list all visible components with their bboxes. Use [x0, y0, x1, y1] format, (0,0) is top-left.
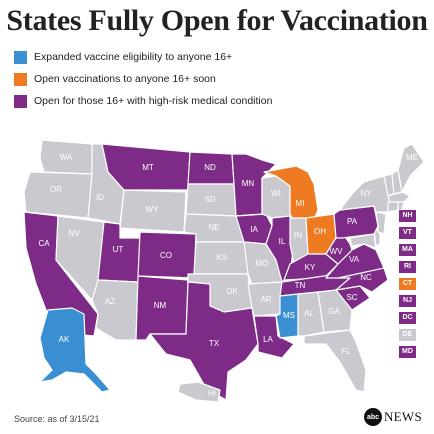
legend-swatch-blue — [14, 50, 27, 64]
small-state-box-vt: VT — [399, 227, 416, 239]
state-label: WV — [330, 247, 344, 256]
map-title: States Fully Open for Vaccination — [6, 4, 428, 37]
state-label: NV — [68, 229, 80, 238]
abc-logo-text: NEWS — [383, 409, 422, 424]
state-label: OH — [314, 227, 326, 236]
state-nc — [335, 267, 389, 293]
state-label: HI — [208, 389, 216, 398]
state-label: MT — [142, 163, 154, 172]
state-label: ME — [406, 153, 418, 162]
abc-logo-mark: abc — [363, 408, 382, 426]
state-label: SD — [204, 195, 215, 204]
small-state-box-ma: MA — [399, 244, 416, 256]
state-label: OR — [50, 185, 62, 194]
state-az — [91, 279, 139, 341]
state-label: FL — [341, 347, 351, 356]
abc-news-logo: abc NEWS — [363, 408, 422, 426]
legend-label: Open vaccinations to anyone 16+ soon — [34, 73, 216, 85]
state-label: AL — [304, 309, 314, 318]
small-state-box-de: DE — [399, 329, 416, 341]
state-label: NY — [360, 189, 372, 198]
state-label: ND — [204, 163, 216, 172]
state-label: WA — [60, 153, 73, 162]
state-label: MS — [283, 311, 295, 320]
state-label: AZ — [105, 297, 115, 306]
state-label: MN — [242, 179, 255, 188]
state-tx — [149, 281, 259, 401]
small-state-box-dc: DC — [399, 312, 416, 324]
small-state-box-md: MD — [399, 346, 416, 358]
state-label: ID — [96, 193, 104, 202]
state-fl — [303, 329, 367, 393]
state-hi — [177, 381, 221, 403]
state-label: MO — [256, 259, 269, 268]
state-nj — [375, 211, 387, 235]
legend-item-soon: Open vaccinations to anyone 16+ soon — [14, 68, 272, 90]
state-label: IA — [250, 225, 258, 234]
legend-swatch-orange — [14, 72, 27, 86]
legend-label: Expanded vaccine eligibility to anyone 1… — [34, 51, 233, 63]
state-va — [325, 243, 385, 279]
state-ar — [247, 281, 283, 317]
legend-swatch-purple — [14, 94, 27, 108]
state-label: KS — [217, 253, 228, 262]
state-label: UT — [113, 245, 124, 254]
state-ct — [387, 201, 399, 213]
state-label: TN — [295, 281, 306, 290]
state-label: KY — [305, 263, 316, 272]
small-state-box-nh: NH — [399, 210, 416, 222]
state-label: OK — [226, 287, 238, 296]
state-ri — [397, 201, 405, 211]
legend: Expanded vaccine eligibility to anyone 1… — [14, 46, 272, 112]
state-label: NM — [154, 301, 167, 310]
state-ak — [39, 307, 111, 393]
small-state-box-ri: RI — [399, 261, 416, 273]
state-label: LA — [263, 335, 273, 344]
state-label: AR — [260, 295, 271, 304]
state-label: NE — [208, 223, 219, 232]
legend-item-high-risk: Open for those 16+ with high-risk medica… — [14, 90, 272, 112]
state-label: AK — [59, 335, 70, 344]
state-label: PA — [347, 217, 358, 226]
state-me — [397, 143, 425, 193]
state-label: MI — [296, 199, 305, 208]
state-label: SC — [346, 293, 357, 302]
state-label: CO — [160, 251, 172, 260]
legend-label: Open for those 16+ with high-risk medica… — [34, 95, 273, 107]
state-label: IN — [294, 231, 302, 240]
state-label: TX — [209, 339, 220, 348]
small-state-box-nj: NJ — [399, 295, 416, 307]
state-mt — [101, 143, 191, 191]
state-ma — [387, 191, 411, 203]
state-label: WI — [271, 189, 281, 198]
state-label: VA — [349, 255, 360, 264]
state-al — [297, 291, 325, 337]
us-map: WA OR CA ID NV MT WY UT AZ CO NM ND SD N… — [23, 139, 425, 403]
state-label: NC — [360, 273, 372, 282]
state-label: CA — [38, 239, 50, 248]
state-label: GA — [328, 307, 340, 316]
small-state-box-ct: CT — [399, 278, 416, 290]
state-or — [23, 171, 93, 219]
state-labels: WA OR CA ID NV MT WY UT AZ CO NM ND SD N… — [38, 153, 418, 398]
state-label: IL — [279, 237, 286, 246]
legend-item-expanded: Expanded vaccine eligibility to anyone 1… — [14, 46, 272, 68]
state-ga — [317, 289, 353, 333]
state-label: WY — [146, 205, 160, 214]
source-note: Source: as of 3/15/21 — [14, 414, 100, 424]
